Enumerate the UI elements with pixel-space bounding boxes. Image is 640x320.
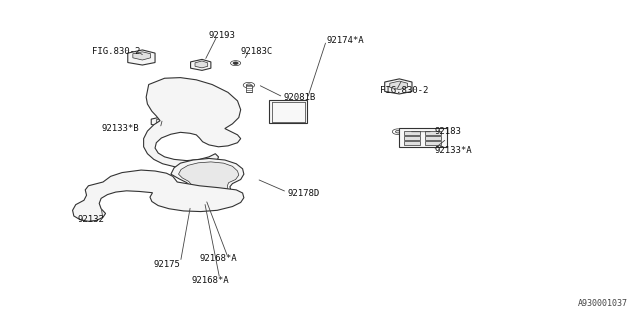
Polygon shape <box>151 116 175 127</box>
Polygon shape <box>425 141 440 145</box>
Circle shape <box>233 62 238 64</box>
Circle shape <box>230 60 241 66</box>
Polygon shape <box>425 136 440 140</box>
Circle shape <box>243 82 255 88</box>
Polygon shape <box>143 78 241 168</box>
Text: 92183C: 92183C <box>241 47 273 56</box>
Text: 92168*A: 92168*A <box>192 276 230 284</box>
Polygon shape <box>133 52 150 60</box>
Polygon shape <box>195 61 208 68</box>
Polygon shape <box>390 81 408 90</box>
Circle shape <box>396 131 401 133</box>
Polygon shape <box>156 118 170 125</box>
Text: 92133*B: 92133*B <box>101 124 139 133</box>
Polygon shape <box>385 79 412 94</box>
Text: FIG.830-2: FIG.830-2 <box>92 47 140 56</box>
Polygon shape <box>246 85 252 92</box>
Text: 92081B: 92081B <box>284 92 316 102</box>
Circle shape <box>201 198 209 202</box>
Circle shape <box>193 198 200 202</box>
Text: 92132: 92132 <box>77 215 104 224</box>
Text: 92175: 92175 <box>154 260 180 269</box>
Polygon shape <box>404 141 420 145</box>
Text: 92168*A: 92168*A <box>200 254 237 263</box>
Circle shape <box>392 129 404 134</box>
Polygon shape <box>72 170 244 221</box>
Text: 92133*A: 92133*A <box>434 146 472 155</box>
Text: 92183: 92183 <box>434 127 461 136</box>
Text: 92178D: 92178D <box>287 188 319 197</box>
Polygon shape <box>191 60 211 70</box>
Circle shape <box>246 84 252 86</box>
Polygon shape <box>179 162 239 202</box>
Polygon shape <box>404 131 420 135</box>
Polygon shape <box>425 131 440 135</box>
Text: 92193: 92193 <box>209 31 236 40</box>
Text: A930001037: A930001037 <box>578 299 628 308</box>
Polygon shape <box>128 50 155 65</box>
Text: 92174*A: 92174*A <box>326 36 364 45</box>
Polygon shape <box>171 158 244 205</box>
Polygon shape <box>269 100 307 123</box>
Text: FIG.830-2: FIG.830-2 <box>380 86 429 95</box>
Polygon shape <box>399 128 447 148</box>
Polygon shape <box>404 136 420 140</box>
